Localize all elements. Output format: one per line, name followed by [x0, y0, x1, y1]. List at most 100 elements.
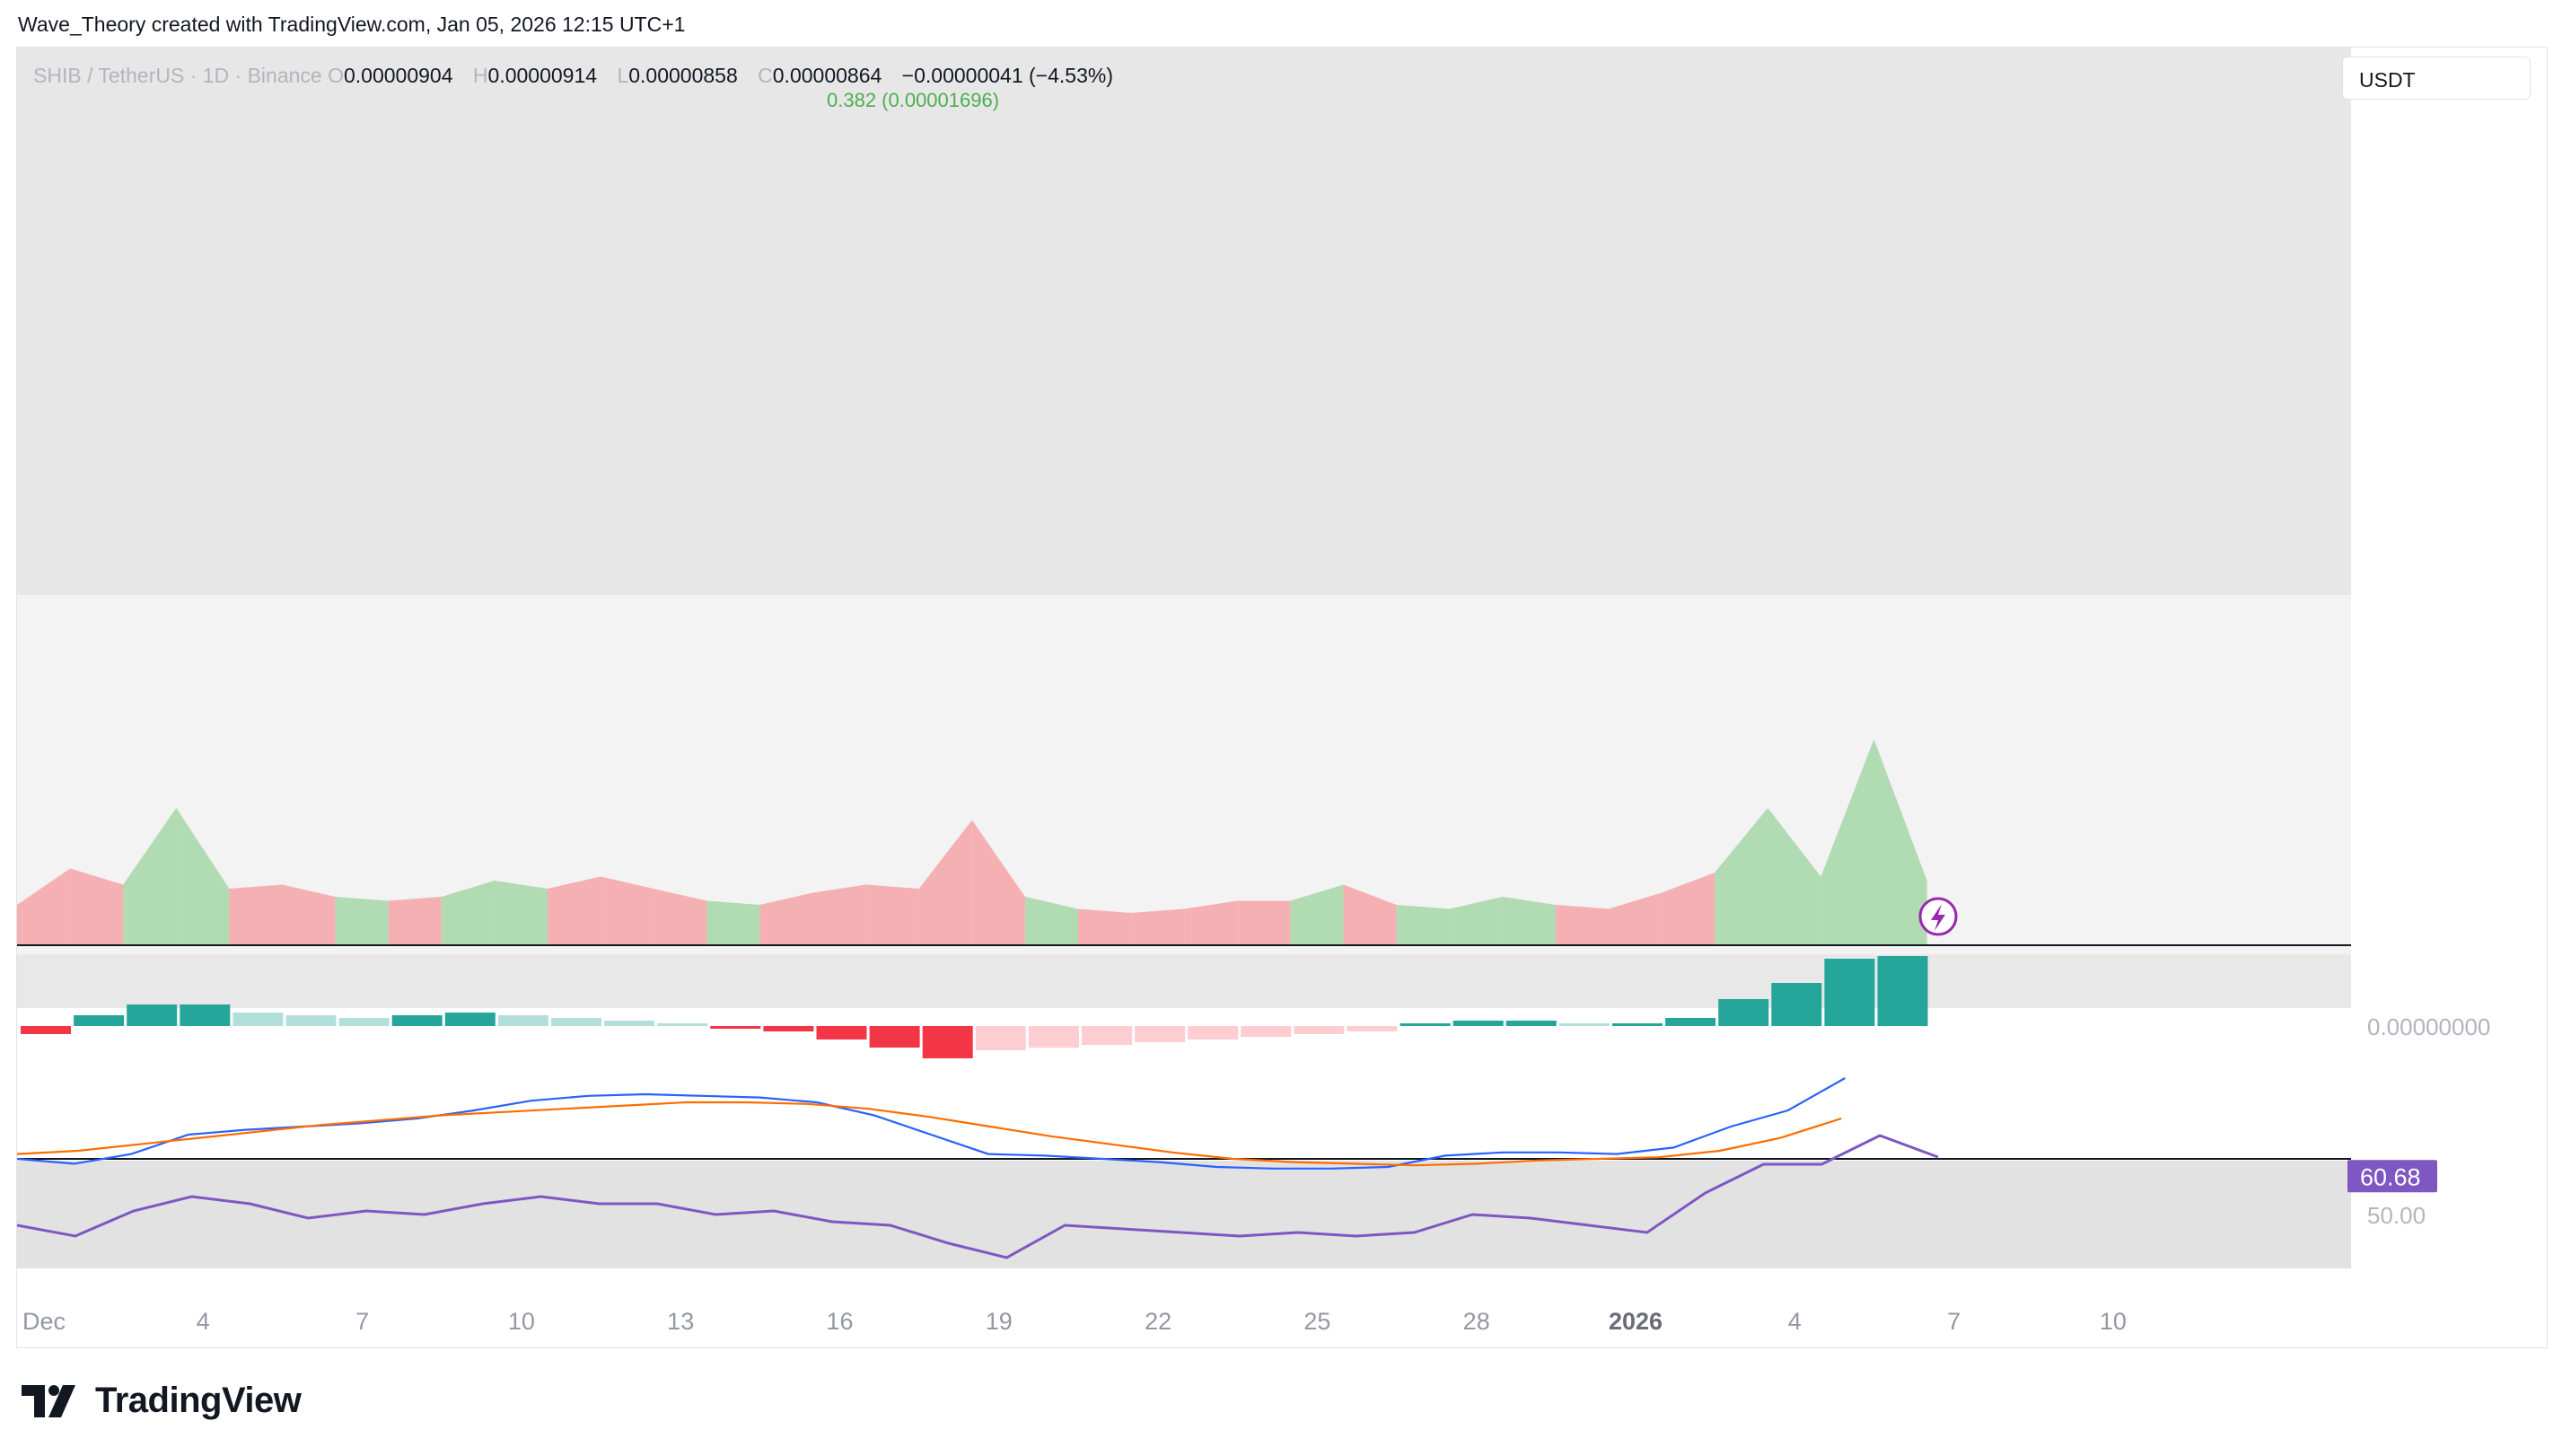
- upper-pane-background: [17, 48, 2351, 595]
- volume-area-segment: [1078, 908, 1132, 945]
- x-axis-tick: 22: [1145, 1308, 1171, 1335]
- high-label: H: [472, 64, 488, 87]
- volume-area-segment: [1502, 897, 1556, 945]
- macd-pane-background: [17, 954, 2351, 1008]
- price-axis-background: [2351, 48, 2547, 1347]
- x-axis-tick: 28: [1463, 1308, 1490, 1335]
- macd-zero-label: 0.00000000: [2367, 1013, 2490, 1040]
- macd-histogram-bar: [285, 1015, 337, 1026]
- volume-area-segment: [1609, 892, 1663, 945]
- macd-histogram-bar: [816, 1026, 867, 1039]
- macd-histogram-bar: [657, 1023, 708, 1026]
- volume-area-segment: [918, 820, 972, 945]
- x-axis-tick: 25: [1303, 1308, 1330, 1335]
- rsi-line: [17, 1134, 1939, 1259]
- symbol-name[interactable]: SHIB / TetherUS · 1D · Binance: [33, 64, 322, 87]
- rsi-level-label: 50.00: [2367, 1202, 2426, 1229]
- volume-area-segment: [1131, 908, 1185, 945]
- macd-histogram-bar: [1347, 1026, 1398, 1031]
- x-axis-tick: 10: [2100, 1308, 2127, 1335]
- macd-histogram-bar: [710, 1026, 761, 1029]
- macd-histogram-bar: [391, 1015, 443, 1026]
- volume-area-segment: [759, 892, 813, 945]
- macd-histogram-bar: [869, 1026, 920, 1048]
- macd-histogram-bar: [922, 1026, 973, 1058]
- change-value: −0.00000041 (−4.53%): [901, 64, 1113, 87]
- volume-area-segment: [17, 868, 71, 945]
- open-label: O: [328, 64, 344, 87]
- macd-histogram-bar: [1558, 1023, 1610, 1026]
- volume-area-segment: [812, 884, 866, 945]
- macd-histogram-bar: [1452, 1021, 1504, 1026]
- volume-area-segment: [1024, 897, 1078, 945]
- tradingview-logo[interactable]: TradingView: [22, 1381, 302, 1421]
- volume-area-segment: [865, 884, 919, 945]
- macd-histogram-bar: [604, 1021, 655, 1026]
- volume-area-segment: [706, 900, 760, 945]
- signal-line: [17, 1101, 1842, 1167]
- macd-histogram-bar: [127, 1004, 178, 1026]
- volume-area-segment: [123, 808, 177, 945]
- macd-histogram-bar: [763, 1026, 814, 1031]
- volume-area-segment: [1662, 873, 1715, 945]
- x-axis-tick: 19: [986, 1308, 1013, 1335]
- volume-area-segment: [1821, 739, 1874, 945]
- macd-histogram-bar: [1877, 956, 1928, 1026]
- x-axis-tick: Dec: [22, 1308, 66, 1335]
- macd-histogram-bar: [551, 1018, 601, 1026]
- macd-histogram-bar: [1241, 1026, 1292, 1037]
- volume-area-segment: [971, 820, 1025, 945]
- volume-area-segment: [1768, 808, 1821, 945]
- macd-histogram-bar: [338, 1018, 390, 1026]
- currency-selector[interactable]: USDT: [2342, 57, 2531, 100]
- volume-area-segment: [1184, 900, 1238, 945]
- flash-icon-bolt: [1931, 904, 1945, 931]
- volume-area-segment: [1396, 905, 1450, 945]
- low-value: 0.00000858: [628, 64, 738, 87]
- x-axis-tick: 7: [355, 1308, 369, 1335]
- x-axis-tick: 4: [1788, 1308, 1802, 1335]
- volume-area-segment: [601, 876, 654, 945]
- volume-area-segment: [654, 889, 707, 945]
- rsi-value-label: 60.68: [2360, 1163, 2421, 1190]
- tradingview-wordmark: TradingView: [95, 1381, 302, 1420]
- x-axis-tick: 10: [508, 1308, 535, 1335]
- macd-histogram-bar: [1665, 1018, 1716, 1026]
- macd-histogram-bar: [1028, 1026, 1079, 1048]
- volume-area-segment: [494, 881, 548, 945]
- high-value: 0.00000914: [487, 64, 598, 87]
- volume-area-segment: [1555, 905, 1609, 945]
- macd-histogram-bar: [1718, 999, 1769, 1026]
- tradingview-logo-icon: [22, 1384, 75, 1417]
- macd-histogram-bar: [1505, 1021, 1557, 1026]
- symbol-legend: SHIB / TetherUS · 1D · Binance O0.000009…: [33, 64, 1127, 88]
- rsi-pane-background: [17, 1161, 2351, 1268]
- volume-area-segment: [1237, 900, 1291, 945]
- macd-histogram-bar: [1399, 1023, 1451, 1026]
- close-label: C: [758, 64, 773, 87]
- volume-area-segment: [1873, 739, 1927, 945]
- macd-histogram-bar: [1612, 1023, 1663, 1026]
- macd-histogram-bar: [233, 1013, 284, 1026]
- macd-histogram-bar: [444, 1013, 496, 1026]
- macd-histogram-bar: [1188, 1026, 1239, 1039]
- price-chart-svg[interactable]: 0.65 (0.00001274)0.618 (0.00001245)0.382…: [17, 48, 2548, 1348]
- macd-histogram-bar: [180, 1004, 231, 1026]
- volume-area-segment: [70, 868, 124, 945]
- top-fib-label: 0.382 (0.00001696): [827, 89, 1000, 111]
- chart-area[interactable]: 0.65 (0.00001274)0.618 (0.00001245)0.382…: [16, 47, 2548, 1348]
- open-value: 0.00000904: [344, 64, 453, 87]
- close-value: 0.00000864: [772, 64, 882, 87]
- chart-attribution: Wave_Theory created with TradingView.com…: [18, 13, 686, 36]
- volume-area-segment: [548, 876, 601, 945]
- volume-area-segment: [176, 808, 230, 945]
- macd-histogram-bar: [497, 1015, 548, 1026]
- macd-histogram-bar: [1082, 1026, 1132, 1045]
- volume-area-segment: [1715, 808, 1768, 945]
- volume-area-segment: [1290, 884, 1344, 945]
- volume-area-segment: [335, 897, 389, 945]
- x-axis-tick: 7: [1947, 1308, 1961, 1335]
- volume-area-segment: [1449, 897, 1503, 945]
- macd-histogram-bar: [1771, 983, 1822, 1026]
- macd-histogram-bar: [1294, 1026, 1345, 1034]
